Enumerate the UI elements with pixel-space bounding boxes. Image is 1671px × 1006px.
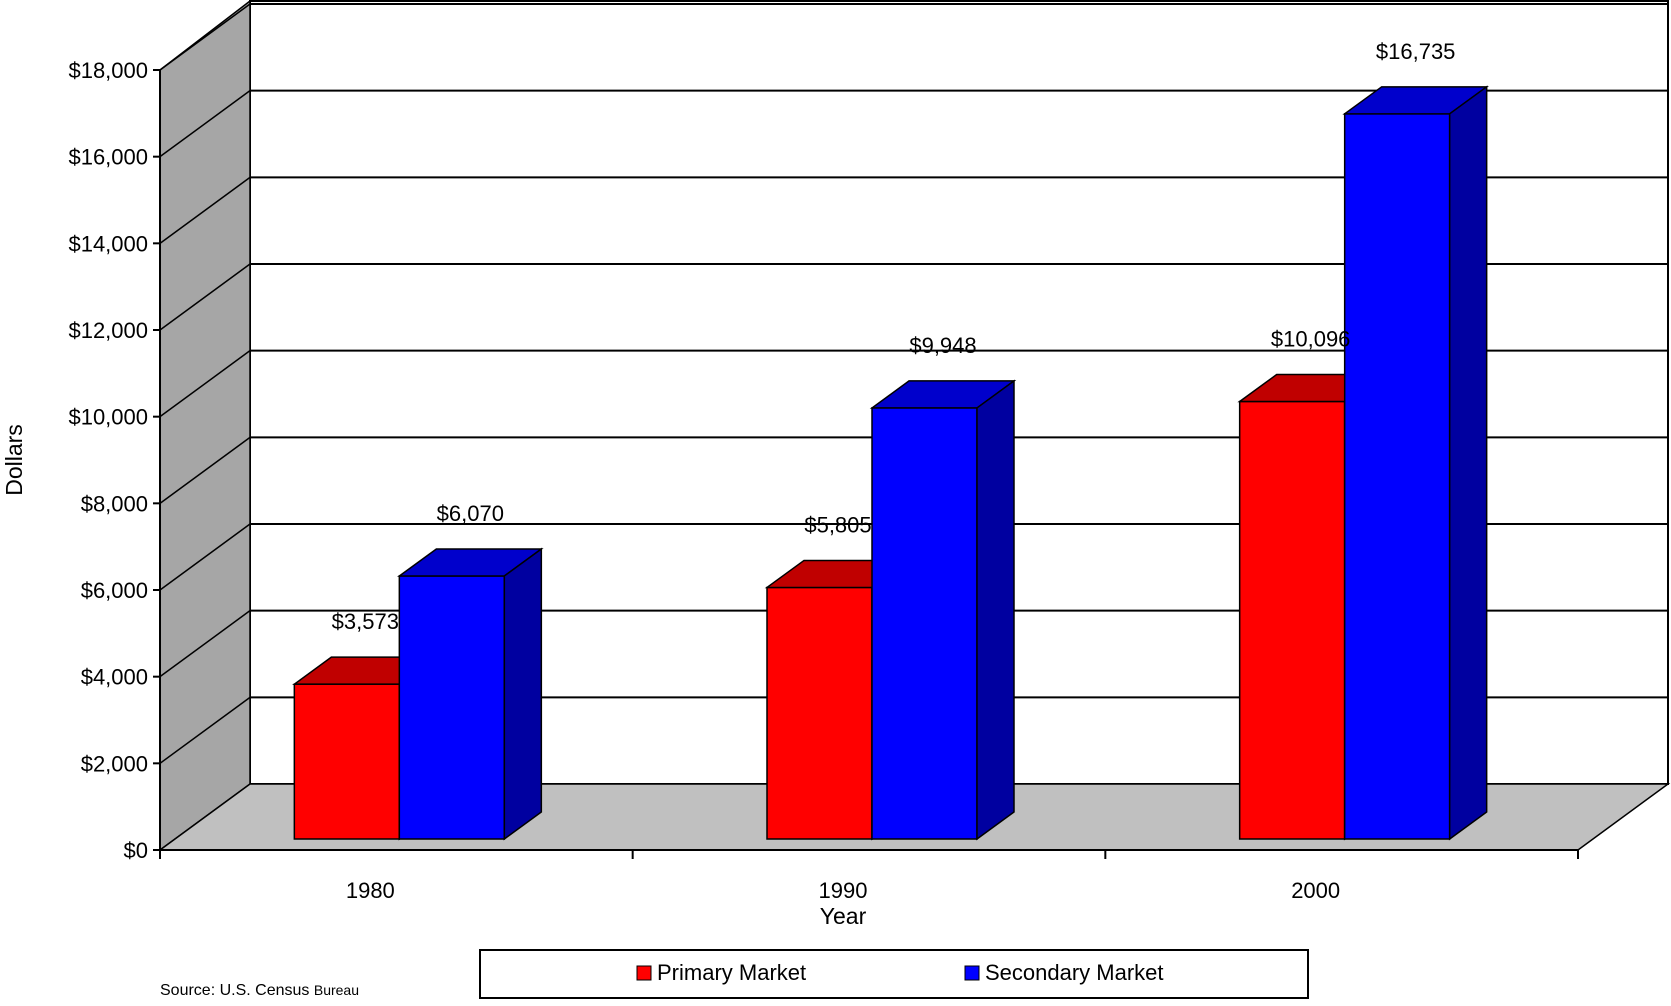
side-wall [159, 0, 251, 852]
y-tick-label: $16,000 [68, 145, 148, 170]
source-note: Source: U.S. Census Bureau [160, 982, 359, 1000]
y-tick-label: $4,000 [81, 665, 148, 690]
data-label: $10,096 [1271, 327, 1351, 352]
axes: $0 $2,000 $4,000 $6,000 $8,000 $10,000 $12,000… [1, 58, 1579, 929]
side-gridline [159, 176, 251, 244]
y-tick-label: $12,000 [68, 318, 148, 343]
side-gridline [159, 350, 251, 418]
y-tick-label: $8,000 [81, 491, 148, 516]
y-tick-label: $14,000 [68, 231, 148, 256]
source-note-suffix: Bureau [313, 982, 360, 998]
data-label: $16,735 [1376, 39, 1456, 64]
bar-side [1448, 85, 1488, 841]
y-tick-label: $2,000 [81, 751, 148, 776]
bar-front [293, 683, 401, 840]
bar-front [1238, 400, 1346, 840]
x-tick-label: 1990 [819, 878, 868, 903]
legend-box [479, 949, 1309, 999]
bar-front [1343, 113, 1451, 840]
legend-swatch [964, 965, 980, 981]
side-gridline [159, 263, 251, 331]
bar-front [398, 575, 506, 840]
y-tick-label: $6,000 [81, 578, 148, 603]
y-tick-label: $10,000 [68, 405, 148, 430]
y-tick-label: $18,000 [68, 58, 148, 83]
legend-label: Primary Market [657, 960, 806, 985]
y-tick-label: $0 [124, 838, 148, 863]
bar-side [503, 547, 543, 841]
x-tick-label: 1980 [346, 878, 395, 903]
side-gridline [159, 436, 251, 504]
y-axis-title: Dollars [1, 424, 27, 496]
side-gridline [159, 3, 251, 71]
bar-side [976, 379, 1015, 841]
data-label: $5,805 [804, 512, 871, 537]
data-label: $9,948 [909, 333, 976, 358]
legend: Primary Market Secondary Market [479, 949, 1309, 999]
x-axis-title: Year [820, 903, 867, 929]
bar-front [766, 586, 873, 840]
legend-label: Secondary Market [985, 960, 1164, 985]
data-label: $6,070 [437, 501, 504, 526]
side-gridline [159, 523, 251, 591]
bar-front [871, 407, 978, 840]
bars [292, 85, 1489, 841]
data-label: $3,573 [332, 609, 399, 634]
side-gridline [159, 90, 251, 158]
side-gridline [159, 610, 251, 678]
legend-swatch [636, 965, 652, 981]
side-gridline [159, 696, 251, 764]
x-tick-label: 2000 [1291, 878, 1340, 903]
data-labels: $3,573 $6,070 $5,805 $9,948 $10,096 $16,735 [332, 39, 1456, 634]
source-note-prefix: Source: U.S. Census [160, 982, 310, 999]
